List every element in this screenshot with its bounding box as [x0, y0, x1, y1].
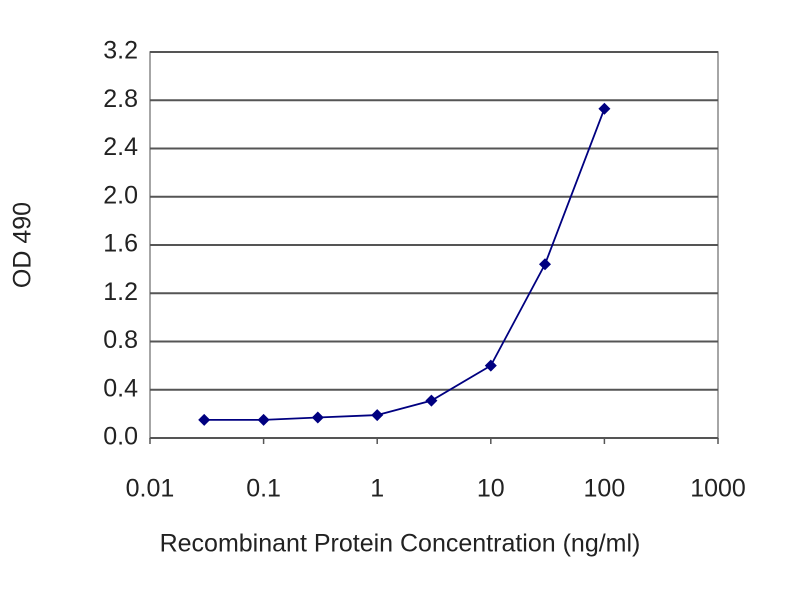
y-axis-label: OD 490: [9, 202, 37, 288]
x-tick-label: 0.1: [246, 475, 281, 503]
data-point: [484, 359, 497, 372]
data-point: [198, 413, 211, 426]
x-axis-label: Recombinant Protein Concentration (ng/ml…: [160, 530, 641, 558]
data-line: [204, 108, 606, 421]
y-tick-label: 0.0: [103, 423, 138, 451]
y-tick-label: 1.6: [103, 230, 138, 258]
data-point: [311, 411, 324, 424]
x-tick-label: 100: [584, 475, 626, 503]
y-tick-label: 1.2: [103, 278, 138, 306]
data-point: [598, 102, 611, 115]
x-tick-label: 10: [477, 475, 505, 503]
x-tick-label: 1000: [690, 475, 746, 503]
x-tick-label: 1: [370, 475, 384, 503]
y-tick-label: 2.0: [103, 181, 138, 209]
y-tick-label: 3.2: [103, 37, 138, 65]
y-tick-label: 2.4: [103, 133, 138, 161]
y-tick-label: 2.8: [103, 85, 138, 113]
data-point: [539, 258, 552, 271]
y-tick-label: 0.4: [103, 374, 138, 402]
y-tick-label: 0.8: [103, 326, 138, 354]
x-tick-label: 0.01: [126, 475, 175, 503]
data-point: [371, 409, 384, 422]
data-point: [425, 394, 438, 407]
data-point: [257, 413, 270, 426]
